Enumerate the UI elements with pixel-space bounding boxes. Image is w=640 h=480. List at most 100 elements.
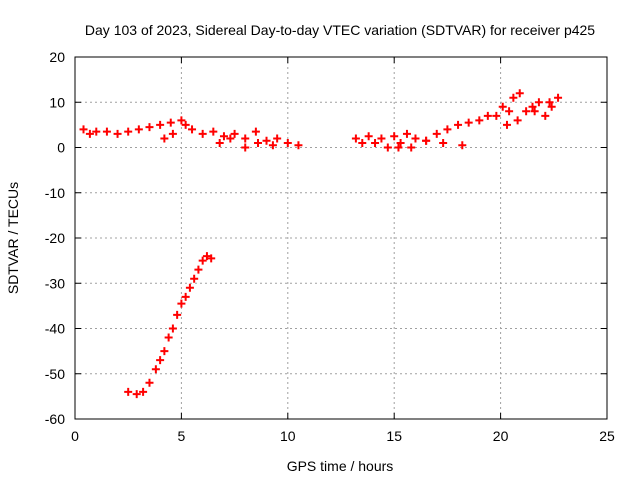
y-tick-label: 20 xyxy=(49,49,65,65)
data-point xyxy=(124,387,133,396)
data-point xyxy=(371,138,380,147)
x-tick-label: 0 xyxy=(71,428,79,444)
y-tick-label: -50 xyxy=(45,366,65,382)
data-point xyxy=(198,256,207,265)
data-point xyxy=(102,127,111,136)
grid xyxy=(75,57,607,419)
chart-title: Day 103 of 2023, Sidereal Day-to-day VTE… xyxy=(85,22,595,38)
data-point xyxy=(545,98,554,107)
data-point xyxy=(498,102,507,111)
data-point xyxy=(294,141,303,150)
y-tick-label: -20 xyxy=(45,230,65,246)
data-point xyxy=(273,134,282,143)
series-sdtvar xyxy=(79,89,563,399)
data-point xyxy=(394,143,403,152)
y-axis-label: SDTVAR / TECUs xyxy=(5,182,21,294)
x-axis-label: GPS time / hours xyxy=(287,458,394,474)
data-point xyxy=(226,134,235,143)
data-point xyxy=(194,265,203,274)
x-tick-label: 10 xyxy=(280,428,296,444)
data-point xyxy=(351,134,360,143)
data-point xyxy=(151,365,160,374)
data-point xyxy=(92,127,101,136)
data-point xyxy=(534,98,543,107)
x-tick-label: 15 xyxy=(386,428,402,444)
data-point xyxy=(156,120,165,129)
data-point xyxy=(254,138,263,147)
data-point xyxy=(505,107,514,116)
data-point xyxy=(364,132,373,141)
y-tick-label: -30 xyxy=(45,275,65,291)
data-point xyxy=(207,254,216,263)
data-point xyxy=(262,136,271,145)
data-point xyxy=(492,111,501,120)
data-point xyxy=(422,136,431,145)
data-point xyxy=(411,134,420,143)
y-tick-label: 10 xyxy=(49,94,65,110)
ticks: 0 5 10 15 20 25 -60 -50 -40 -30 -20 -10 0 10 20 xyxy=(45,49,615,444)
data-point xyxy=(190,274,199,283)
data-point xyxy=(166,118,175,127)
data-point xyxy=(79,125,88,134)
data-point xyxy=(241,134,250,143)
data-point xyxy=(458,141,467,150)
data-point xyxy=(439,138,448,147)
data-point xyxy=(241,143,250,152)
data-point xyxy=(160,347,169,356)
data-point xyxy=(85,129,94,138)
data-point xyxy=(475,116,484,125)
data-point xyxy=(390,132,399,141)
data-point xyxy=(134,125,143,134)
data-point xyxy=(177,299,186,308)
data-point xyxy=(185,283,194,292)
data-point xyxy=(145,378,154,387)
data-point xyxy=(168,129,177,138)
data-point xyxy=(396,138,405,147)
data-point xyxy=(177,116,186,125)
data-point xyxy=(541,111,550,120)
data-point xyxy=(402,129,411,138)
data-point xyxy=(139,387,148,396)
data-point xyxy=(132,390,141,399)
data-point xyxy=(547,102,556,111)
y-tick-label: -40 xyxy=(45,321,65,337)
data-point xyxy=(528,102,537,111)
data-point xyxy=(377,134,386,143)
data-point xyxy=(268,141,277,150)
data-point xyxy=(407,143,416,152)
data-point xyxy=(188,125,197,134)
data-point xyxy=(209,127,218,136)
data-point xyxy=(156,356,165,365)
data-point xyxy=(483,111,492,120)
data-point xyxy=(173,310,182,319)
data-point xyxy=(530,107,539,116)
data-point xyxy=(145,123,154,132)
data-point xyxy=(509,93,518,102)
data-point xyxy=(522,107,531,116)
data-point xyxy=(168,324,177,333)
data-point xyxy=(358,138,367,147)
data-point xyxy=(454,120,463,129)
data-point xyxy=(464,118,473,127)
data-layer xyxy=(79,89,563,399)
data-point xyxy=(283,138,292,147)
data-point xyxy=(432,129,441,138)
x-tick-label: 25 xyxy=(599,428,615,444)
data-point xyxy=(113,129,122,138)
data-point xyxy=(181,292,190,301)
data-point xyxy=(164,333,173,342)
data-point xyxy=(215,138,224,147)
x-tick-label: 5 xyxy=(178,428,186,444)
data-point xyxy=(383,143,392,152)
data-point xyxy=(515,89,524,98)
data-point xyxy=(230,129,239,138)
y-tick-label: -10 xyxy=(45,185,65,201)
y-tick-label: 0 xyxy=(57,140,65,156)
data-point xyxy=(198,129,207,138)
data-point xyxy=(443,125,452,134)
data-point xyxy=(124,127,133,136)
data-point xyxy=(181,120,190,129)
data-point xyxy=(513,116,522,125)
data-point xyxy=(251,127,260,136)
